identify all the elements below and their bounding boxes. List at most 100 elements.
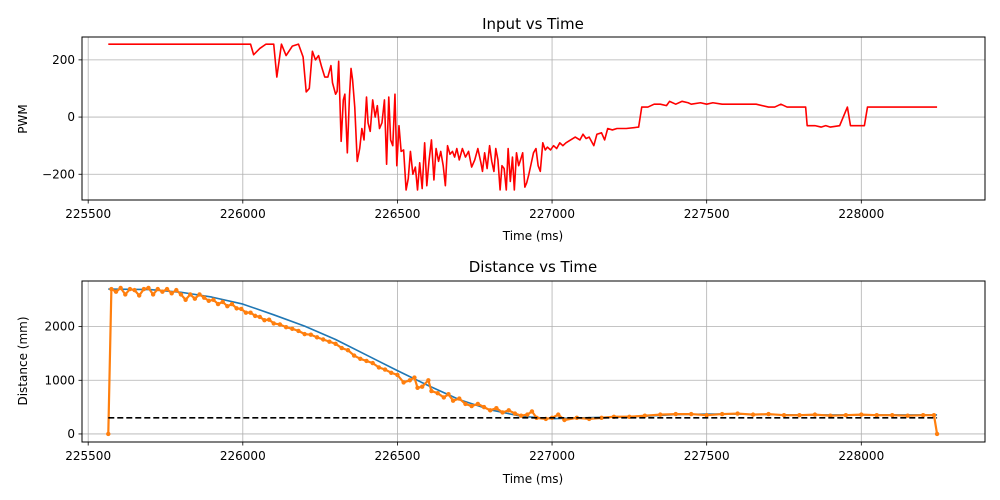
distance-series-1-marker: [220, 299, 225, 305]
distance-series-1-line: [107, 286, 939, 435]
distance-series-1-marker: [150, 292, 156, 297]
distance-series-1-marker: [450, 398, 456, 403]
distance-series-1-marker: [481, 404, 487, 410]
input-series-0-line: [108, 43, 938, 191]
distance-series-1-marker: [192, 296, 198, 301]
distance-series-1-marker: [812, 412, 818, 417]
x-tick-label: 226000: [220, 207, 266, 221]
distance-series-1-marker: [160, 289, 165, 294]
distance-series-1-marker: [642, 413, 648, 418]
distance-series-1-marker: [141, 286, 147, 292]
distance-series-1-marker: [658, 412, 663, 417]
distance-series-1-marker: [118, 285, 123, 291]
input-vs-time-plot: Input vs Time 225500 226000 226500 227000 22…: [16, 15, 986, 243]
distance-series-1-marker: [314, 335, 320, 340]
distance-series-1-marker: [506, 408, 511, 413]
y-ticks-input: 200 0 −200: [42, 53, 82, 181]
distance-series-1-marker: [277, 322, 283, 327]
distance-series-1-marker: [327, 339, 332, 344]
y-tick-label: 0: [67, 427, 75, 441]
distance-series-1-marker: [525, 412, 530, 417]
distance-series-1-marker: [843, 412, 849, 418]
plot-frame-distance: [81, 280, 986, 443]
y-tick-label: 0: [67, 110, 75, 124]
distance-series-1-marker: [302, 331, 307, 337]
distance-series-1-marker: [415, 385, 420, 390]
distance-series-1-marker: [401, 380, 406, 385]
distance-series-1-marker: [426, 378, 431, 383]
y-tick-label: 2000: [44, 320, 75, 334]
distance-series-1-marker: [599, 415, 604, 421]
x-tick-label: 228000: [838, 207, 884, 221]
x-ticks-distance: 225500 226000 226500 227000 227500 228000: [65, 442, 884, 463]
x-tick-label: 227500: [684, 449, 730, 463]
distance-series-1-marker: [920, 412, 926, 418]
distance-series-1-marker: [257, 314, 263, 320]
x-axis-label-input: Time (ms): [502, 229, 564, 243]
x-tick-label: 225500: [65, 207, 111, 221]
distance-series-1-marker: [429, 388, 434, 394]
distance-series-1-marker: [469, 403, 474, 409]
x-tick-label: 226500: [375, 449, 421, 463]
x-tick-label: 227500: [684, 207, 730, 221]
distance-series-1-marker: [828, 413, 833, 418]
distance-series-1-marker: [234, 306, 239, 311]
distance-series-1-marker: [673, 411, 678, 417]
distance-series-1-marker: [239, 306, 244, 312]
distance-series-1-marker: [206, 298, 211, 304]
distance-series-1-marker: [518, 413, 524, 418]
distance-series-1-marker: [704, 412, 709, 418]
distance-series-1-marker: [132, 287, 137, 293]
distance-series-1-marker: [441, 395, 447, 400]
distance-series-1-marker: [137, 293, 142, 298]
distance-series-1-marker: [188, 292, 193, 297]
distance-series-1-marker: [174, 287, 179, 293]
chart-title-distance: Distance vs Time: [469, 258, 598, 276]
distance-series-1-marker: [290, 326, 295, 331]
y-tick-label: 200: [52, 53, 75, 67]
distance-series-1-marker: [494, 405, 499, 411]
y-ticks-distance: 0 1000 2000: [44, 320, 82, 441]
distance-series-1-marker: [164, 286, 170, 292]
distance-series-1-marker: [169, 291, 174, 296]
distance-series-1-marker: [457, 396, 462, 401]
y-tick-label: 1000: [44, 373, 75, 387]
distance-series-1-marker: [766, 411, 771, 417]
distance-series-1-marker: [735, 411, 740, 416]
distance-series-1-marker: [395, 372, 400, 378]
distance-series-1-marker: [562, 417, 567, 423]
y-tick-label: −200: [42, 167, 75, 181]
x-tick-label: 227000: [529, 207, 575, 221]
distance-series-1-marker: [339, 345, 344, 351]
distance-series-1-marker: [146, 285, 151, 291]
distance-series-0-line: [108, 288, 938, 420]
distance-series-1-marker: [271, 321, 276, 326]
distance-series-1-marker: [934, 431, 940, 437]
distance-series-1-marker: [201, 295, 207, 300]
distance-series-1-marker: [197, 292, 202, 297]
distance-series-1-marker: [435, 390, 440, 396]
distance-series-1-marker: [488, 408, 493, 413]
distance-series-1-marker: [106, 431, 111, 437]
distance-series-1-marker: [931, 412, 937, 418]
distance-series-1-marker: [113, 289, 119, 294]
distance-vs-time-plot: Distance vs Time 225500 226000 226500 22700…: [16, 258, 986, 486]
distance-series-1-marker: [689, 411, 694, 417]
distance-series-1-marker: [781, 412, 787, 418]
distance-series-1-marker: [370, 360, 375, 366]
distance-series-1-marker: [512, 411, 518, 416]
distance-series-1-marker: [333, 341, 338, 346]
distance-series-1-marker: [283, 324, 289, 330]
distance-series-1-marker: [266, 317, 272, 322]
distance-series-1-marker: [345, 348, 351, 353]
distance-series-1-marker: [215, 301, 221, 307]
plot-frame-input: [81, 36, 986, 201]
distance-series-1-marker: [419, 384, 425, 389]
distance-series-1-marker: [376, 365, 382, 370]
distance-series-1-marker: [446, 392, 451, 397]
distance-series-1-marker: [859, 412, 864, 417]
distance-series-1-marker: [463, 401, 468, 407]
distance-series-1-marker: [351, 353, 357, 358]
distance-series-1-marker: [127, 286, 133, 292]
